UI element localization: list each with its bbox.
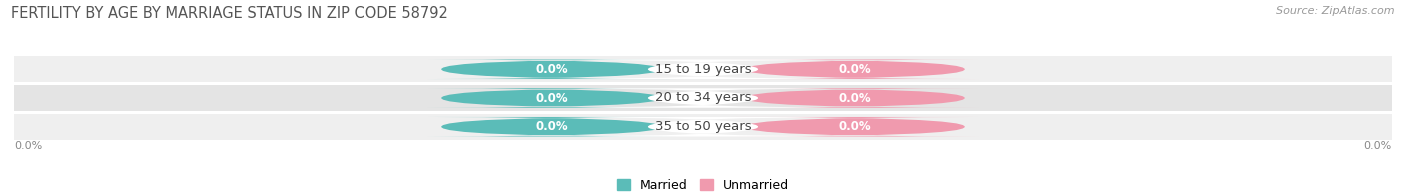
FancyBboxPatch shape [14, 56, 1392, 82]
FancyBboxPatch shape [14, 85, 1392, 111]
Text: 0.0%: 0.0% [536, 92, 568, 104]
FancyBboxPatch shape [731, 88, 979, 108]
FancyBboxPatch shape [524, 59, 882, 79]
FancyBboxPatch shape [427, 88, 675, 108]
Text: 0.0%: 0.0% [1364, 141, 1392, 151]
FancyBboxPatch shape [524, 88, 882, 108]
Text: 0.0%: 0.0% [14, 141, 42, 151]
Text: 0.0%: 0.0% [838, 63, 870, 76]
Text: 0.0%: 0.0% [536, 120, 568, 133]
FancyBboxPatch shape [524, 117, 882, 137]
Text: 0.0%: 0.0% [838, 120, 870, 133]
FancyBboxPatch shape [427, 117, 675, 137]
Text: 15 to 19 years: 15 to 19 years [655, 63, 751, 76]
FancyBboxPatch shape [14, 114, 1392, 140]
Legend: Married, Unmarried: Married, Unmarried [612, 174, 794, 196]
FancyBboxPatch shape [731, 59, 979, 79]
Text: Source: ZipAtlas.com: Source: ZipAtlas.com [1277, 6, 1395, 16]
Text: 35 to 50 years: 35 to 50 years [655, 120, 751, 133]
FancyBboxPatch shape [427, 59, 675, 79]
Text: 0.0%: 0.0% [838, 92, 870, 104]
Text: 0.0%: 0.0% [536, 63, 568, 76]
FancyBboxPatch shape [731, 117, 979, 137]
Text: FERTILITY BY AGE BY MARRIAGE STATUS IN ZIP CODE 58792: FERTILITY BY AGE BY MARRIAGE STATUS IN Z… [11, 6, 449, 21]
Text: 20 to 34 years: 20 to 34 years [655, 92, 751, 104]
